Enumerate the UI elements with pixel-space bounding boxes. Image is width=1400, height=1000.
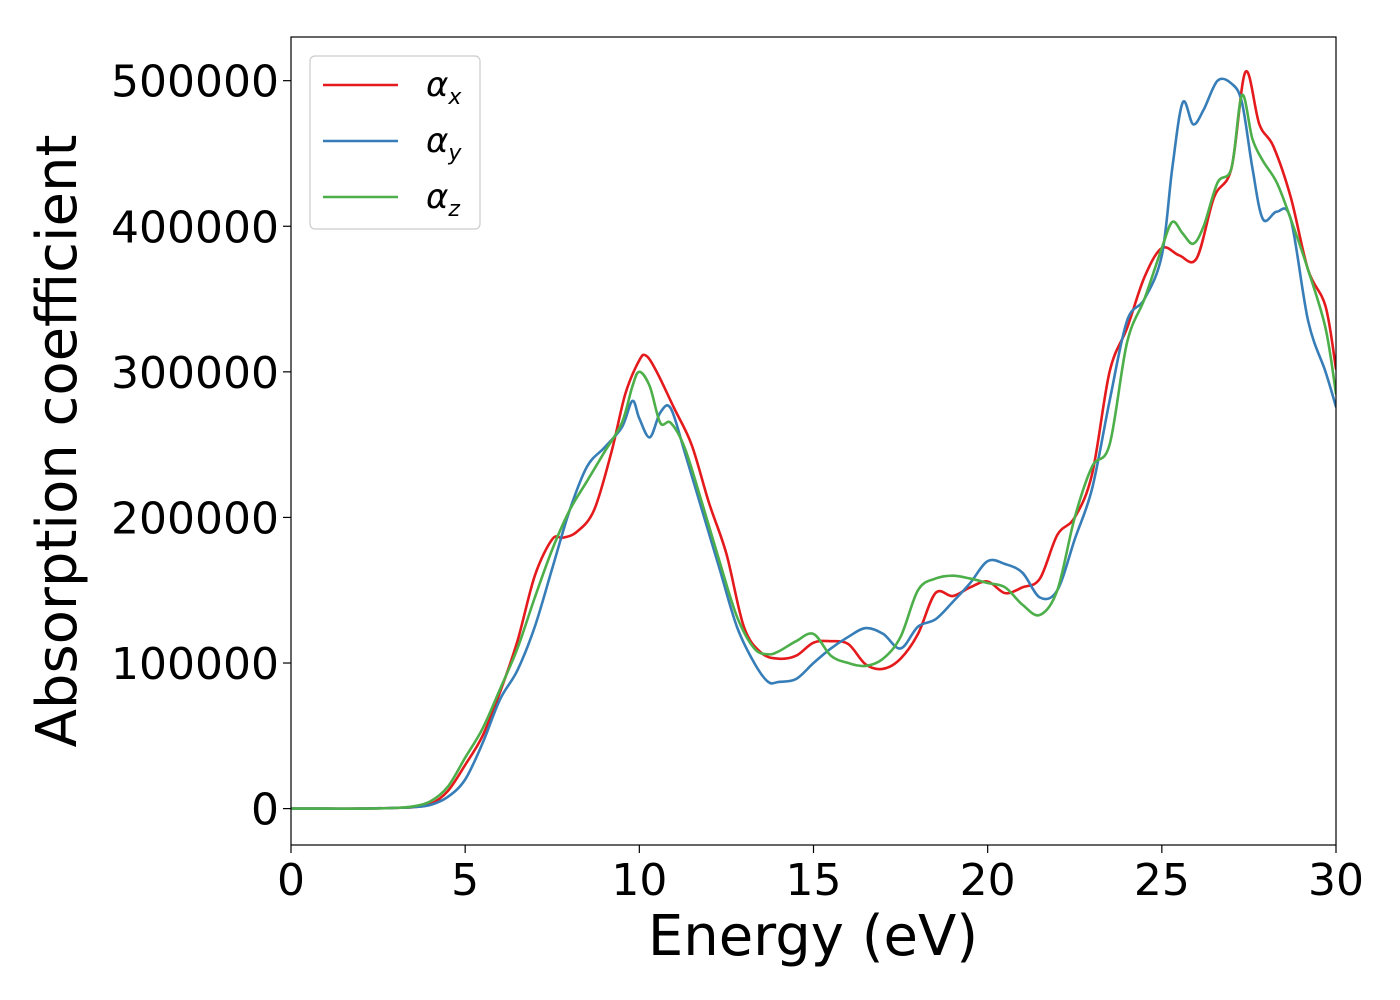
legend-label-y: αy <box>426 121 462 166</box>
x-tick-label: 15 <box>786 855 842 906</box>
y-tick-label: 200000 <box>111 493 279 544</box>
series-line-x <box>291 70 1336 810</box>
series-line-z <box>291 93 1336 810</box>
x-tick-label: 30 <box>1308 855 1364 906</box>
series-group <box>291 70 1336 810</box>
x-tick-label: 20 <box>960 855 1016 906</box>
x-axis: 0 5 10 15 20 25 30 <box>277 845 1364 906</box>
legend-label-x: αx <box>426 65 462 110</box>
legend-label-z: αz <box>426 177 460 222</box>
y-tick-label: 500000 <box>111 57 279 108</box>
y-tick-label: 400000 <box>111 202 279 253</box>
x-tick-label: 25 <box>1134 855 1190 906</box>
y-axis-title: Absorption coefficient <box>25 135 90 748</box>
y-tick-label: 0 <box>251 785 279 836</box>
y-axis: 0 100000 200000 300000 400000 500000 <box>111 57 291 836</box>
x-tick-label: 0 <box>277 855 305 906</box>
x-tick-label: 10 <box>611 855 667 906</box>
legend: αx αy αz <box>309 55 481 230</box>
x-axis-title: Energy (eV) <box>648 904 978 969</box>
legend-frame <box>309 55 481 230</box>
series-line-y <box>291 77 1336 810</box>
x-tick-label: 5 <box>451 855 479 906</box>
y-tick-label: 300000 <box>111 348 279 399</box>
y-tick-label: 100000 <box>111 639 279 690</box>
